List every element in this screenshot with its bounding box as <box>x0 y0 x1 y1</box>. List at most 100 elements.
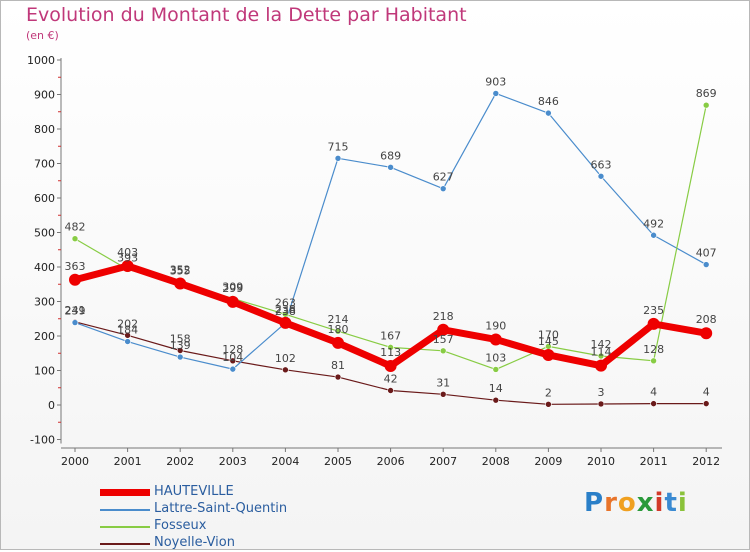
data-label: 139 <box>170 339 191 352</box>
data-point <box>332 336 344 349</box>
data-label: 238 <box>275 305 296 318</box>
data-point <box>492 366 500 373</box>
data-label: 355 <box>170 265 191 278</box>
x-tick-label: 2012 <box>692 455 720 468</box>
legend-swatch <box>100 543 150 545</box>
data-label: 145 <box>538 335 559 348</box>
y-tick-label: 0 <box>48 399 55 412</box>
logo-letter: i <box>677 488 688 518</box>
data-label: 869 <box>696 87 717 100</box>
data-label: 214 <box>328 313 349 326</box>
y-tick-label: 900 <box>34 89 55 102</box>
legend-label: Noyelle-Vion <box>154 535 235 550</box>
data-label: 218 <box>433 310 454 323</box>
data-label: 128 <box>222 343 243 356</box>
data-point <box>279 316 292 329</box>
data-point <box>69 273 81 286</box>
data-label: 102 <box>275 352 296 365</box>
data-point <box>647 317 660 330</box>
data-point <box>176 347 184 354</box>
data-point <box>387 344 394 351</box>
data-point <box>702 400 710 407</box>
x-tick-label: 2000 <box>61 455 89 468</box>
data-point <box>334 155 342 162</box>
data-label: 180 <box>328 323 349 336</box>
data-point <box>124 338 131 345</box>
logo-letter: P <box>584 488 605 518</box>
data-label: 142 <box>591 338 612 351</box>
chart-axes: -100 0 100 200 300 400 500 600 700 800 900 1000 2000… <box>27 54 722 468</box>
data-label: 103 <box>485 351 506 364</box>
data-point <box>229 365 237 373</box>
data-label: 157 <box>433 333 454 346</box>
data-label: 403 <box>117 246 138 259</box>
data-label: 128 <box>643 343 664 356</box>
legend-swatch <box>100 509 150 511</box>
data-label: 309 <box>222 280 243 293</box>
x-tick-label: 2003 <box>219 455 247 468</box>
data-label: 363 <box>65 260 86 273</box>
data-point <box>174 277 187 290</box>
chart-subtitle: (en €) <box>26 29 59 42</box>
y-tick-label: 600 <box>34 192 55 205</box>
data-label: 407 <box>696 247 717 260</box>
data-point <box>226 295 239 308</box>
proxiti-logo: Proxiti <box>584 488 688 518</box>
data-label: 42 <box>384 373 398 386</box>
data-label: 352 <box>170 264 191 277</box>
data-point <box>439 185 447 192</box>
data-point <box>437 323 450 336</box>
chart-data-labels: 363 403 352 299 238 180 113 218 190 145 114 235 208 2… <box>65 75 717 399</box>
data-point <box>702 101 710 109</box>
y-tick-label: 300 <box>34 296 55 309</box>
data-label: 202 <box>117 317 138 330</box>
data-label: 167 <box>380 329 401 342</box>
data-point <box>492 396 500 404</box>
data-label: 393 <box>117 251 138 264</box>
legend-label: Lattre-Saint-Quentin <box>154 501 288 516</box>
data-label: 31 <box>436 376 450 389</box>
legend-label: Fosseux <box>154 518 207 533</box>
y-tick-label: -100 <box>30 434 55 447</box>
data-label: 663 <box>591 158 612 171</box>
data-point <box>650 400 657 407</box>
data-label: 190 <box>485 319 506 332</box>
data-point <box>545 401 552 408</box>
data-point <box>700 327 713 340</box>
data-label: 170 <box>538 328 559 341</box>
data-label: 4 <box>703 386 710 399</box>
data-label: 113 <box>380 346 401 359</box>
y-tick-label: 700 <box>34 158 55 171</box>
data-point <box>489 333 502 346</box>
data-label: 235 <box>643 304 664 317</box>
data-label: 627 <box>433 171 454 184</box>
data-label: 4 <box>650 386 657 399</box>
x-tick-label: 2007 <box>429 455 457 468</box>
data-point <box>334 373 342 381</box>
x-tick-label: 2002 <box>166 455 194 468</box>
data-label: 114 <box>591 346 612 359</box>
x-tick-label: 2005 <box>324 455 352 468</box>
y-tick-label: 200 <box>34 330 55 343</box>
x-tick-label: 2006 <box>377 455 405 468</box>
data-label: 689 <box>380 149 401 162</box>
data-label: 81 <box>331 359 345 372</box>
y-tick-label: 400 <box>34 261 55 274</box>
logo-letter: t <box>664 488 678 518</box>
data-point <box>542 348 555 361</box>
data-point <box>439 391 447 398</box>
data-label: 3 <box>598 386 605 399</box>
chart-series <box>69 90 713 408</box>
data-label: 715 <box>328 140 349 153</box>
data-label: 846 <box>538 95 559 108</box>
data-point <box>597 400 605 408</box>
y-tick-label: 100 <box>34 365 55 378</box>
x-tick-label: 2001 <box>114 455 142 468</box>
data-point <box>597 352 605 360</box>
y-tick-label: 500 <box>34 227 55 240</box>
data-point <box>650 231 657 239</box>
data-point <box>387 387 394 394</box>
data-label: 238 <box>275 303 296 316</box>
legend-swatch <box>100 526 150 528</box>
logo-letter: o <box>617 488 637 518</box>
